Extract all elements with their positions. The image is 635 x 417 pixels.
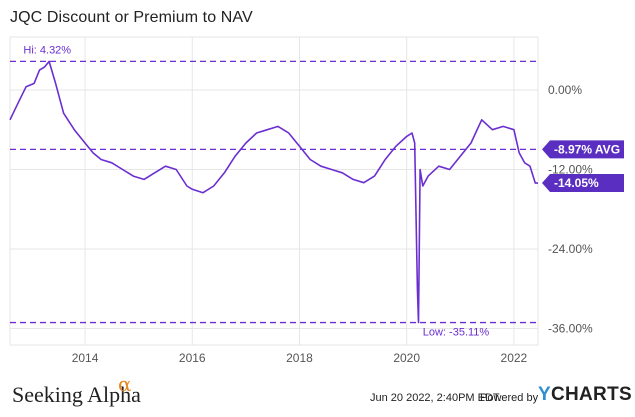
alpha-logo-icon: α xyxy=(118,372,132,396)
reference-lines: Hi: 4.32% Low: -35.11% xyxy=(10,44,538,339)
chart-axes: 2014 2016 2018 2020 2022 0.00% -12.00% -24.00% -… xyxy=(72,83,593,365)
plot-frame xyxy=(9,36,539,346)
last-value-badge-text: -14.05% xyxy=(554,176,599,190)
x-tick-label: 2014 xyxy=(72,351,99,365)
avg-badge-text: -8.97% AVG xyxy=(554,142,620,156)
ycharts-logo[interactable]: YCHARTS xyxy=(538,384,632,406)
footer: Seeking Alpha α Jun 20 2022, 2:40PM EDT.… xyxy=(0,372,635,414)
series-layer xyxy=(9,60,538,324)
seeking-alpha-logo[interactable]: Seeking Alpha xyxy=(12,382,141,407)
series-line-jqc xyxy=(9,60,538,324)
chart-title: JQC Discount or Premium to NAV xyxy=(10,9,253,26)
y-tick-label: -24.00% xyxy=(548,242,593,256)
y-tick-label: -36.00% xyxy=(548,321,593,335)
hi-label: Hi: 4.32% xyxy=(23,44,71,56)
ycharts-y: Y xyxy=(538,384,551,405)
chart-grid xyxy=(9,36,539,346)
y-tick-label: 0.00% xyxy=(548,83,582,97)
x-tick-label: 2016 xyxy=(179,351,206,365)
low-label: Low: -35.11% xyxy=(423,327,490,339)
last-value-badge-bg xyxy=(542,174,624,193)
powered-by-label: Powered by xyxy=(480,392,539,404)
ycharts-word: CHARTS xyxy=(550,384,632,405)
value-badges: -8.97% AVG -14.05% xyxy=(542,140,624,193)
x-tick-label: 2020 xyxy=(393,351,420,365)
timestamp: Jun 20 2022, 2:40PM EDT. xyxy=(370,392,502,404)
x-tick-label: 2022 xyxy=(501,351,528,365)
y-tick-label: -12.00% xyxy=(548,162,593,176)
avg-badge-bg xyxy=(542,140,624,159)
x-tick-label: 2018 xyxy=(286,351,313,365)
